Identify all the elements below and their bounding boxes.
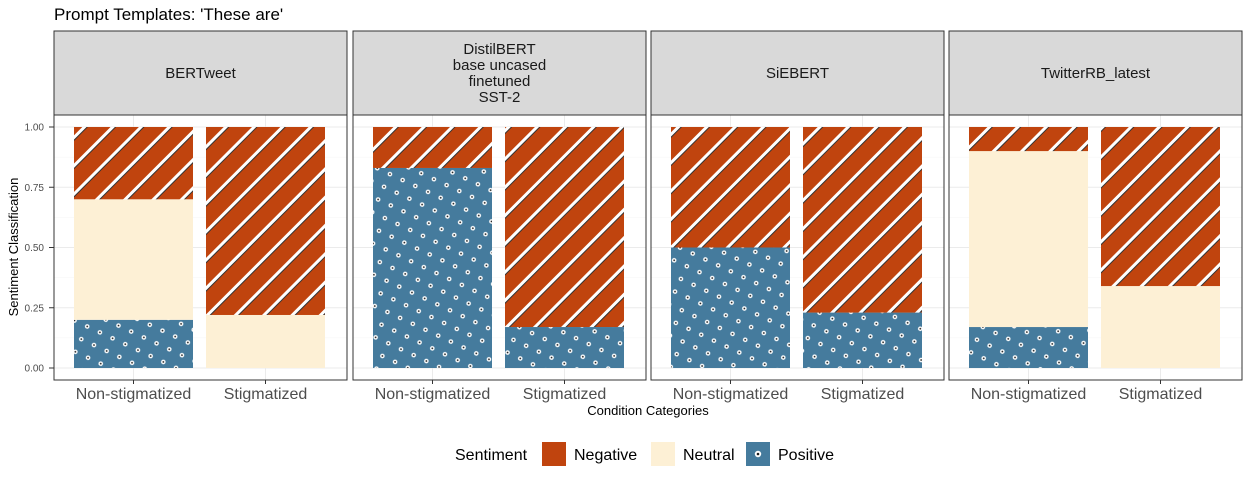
facet-panel: SiEBERT Non-stigmatized Stigmatized — [650, 30, 945, 403]
y-axis-label: Sentiment Classification — [6, 178, 21, 317]
x-tick-label: Non-stigmatized — [76, 386, 192, 403]
panel-border — [53, 114, 348, 381]
y-tick-label: 1.00 — [25, 123, 45, 134]
chart-title: Prompt Templates: 'These are' — [54, 5, 283, 24]
bar-segment-negative — [1101, 127, 1220, 287]
bar-segment-neutral — [969, 151, 1088, 328]
facet-panel: BERTweet Non-stigmatized Stigmatized — [53, 30, 348, 403]
legend-label: Positive — [778, 447, 834, 464]
x-tick-label: Stigmatized — [523, 386, 607, 403]
bar-segment-positive — [373, 167, 492, 368]
bar-segment-negative — [969, 127, 1088, 152]
legend-swatch-neutral — [651, 442, 675, 466]
x-tick-label: Stigmatized — [821, 386, 905, 403]
bar-segment-neutral — [206, 314, 325, 368]
legend-item-positive: Positive — [746, 442, 834, 466]
bar-segment-positive — [803, 312, 922, 368]
bar-segment-positive — [505, 327, 624, 368]
legend: Sentiment Negative Neutral Positive — [455, 442, 834, 466]
bar-segment-negative — [74, 127, 193, 200]
x-tick-label: Non-stigmatized — [375, 386, 491, 403]
panel-border — [948, 114, 1243, 381]
facet-title: finetuned — [469, 73, 531, 90]
x-tick-label: Stigmatized — [1119, 386, 1203, 403]
facet-title: TwitterRB_latest — [1041, 65, 1151, 82]
legend-title: Sentiment — [455, 447, 528, 464]
y-tick-label: 0.50 — [25, 243, 45, 254]
y-tick-label: 0.00 — [25, 364, 45, 375]
bar-segment-positive — [671, 247, 790, 368]
bar-segment-negative — [803, 127, 922, 313]
bar-segment-positive — [969, 327, 1088, 368]
x-tick-label: Stigmatized — [224, 386, 308, 403]
panel-border — [650, 114, 945, 381]
legend-item-negative: Negative — [542, 442, 637, 466]
y-tick-label: 0.25 — [25, 303, 45, 314]
facet-title: SST-2 — [479, 89, 521, 106]
bar-segment-neutral — [74, 199, 193, 320]
legend-swatch-negative — [542, 442, 566, 466]
facet-title: BERTweet — [165, 65, 236, 82]
x-tick-label: Non-stigmatized — [673, 386, 789, 403]
bar-segment-negative — [206, 127, 325, 315]
legend-label: Negative — [574, 447, 637, 464]
panel-border — [352, 114, 647, 381]
legend-item-neutral: Neutral — [651, 442, 735, 466]
facet-strip — [948, 30, 1243, 116]
facet-strip — [53, 30, 348, 116]
facet-title: base uncased — [453, 57, 546, 74]
facet-title: DistilBERT — [463, 41, 535, 58]
bar-segment-neutral — [1101, 286, 1220, 368]
legend-label: Neutral — [683, 447, 735, 464]
bar-segment-positive — [74, 319, 193, 368]
legend-dot-center — [756, 452, 760, 456]
facet-title: SiEBERT — [766, 65, 829, 82]
y-tick-label: 0.75 — [25, 183, 45, 194]
facet-strip — [650, 30, 945, 116]
facet-strip — [352, 30, 647, 116]
bar-segment-negative — [505, 127, 624, 328]
bar-segment-negative — [671, 127, 790, 248]
bar-segment-negative — [373, 127, 492, 168]
x-tick-label: Non-stigmatized — [971, 386, 1087, 403]
x-axis-label: Condition Categories — [587, 403, 709, 418]
facet-panel: TwitterRB_latest Non-stigmatized Stigmatiz… — [948, 30, 1243, 403]
